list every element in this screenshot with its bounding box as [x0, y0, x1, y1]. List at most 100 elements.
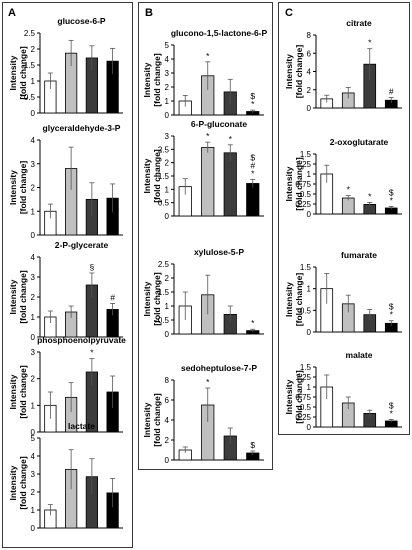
y-tick-label: 4: [31, 452, 36, 461]
y-tick-label: 0: [31, 333, 36, 342]
y-axis-label: [fold change]: [152, 272, 162, 326]
y-tick-label: 6: [165, 396, 170, 405]
significance-marker: #: [389, 87, 394, 97]
y-tick-label: 2: [31, 45, 36, 54]
y-tick-label: 2: [165, 436, 170, 445]
y-axis-label: Intensity: [8, 55, 18, 90]
y-tick-label: 1: [307, 285, 312, 294]
chart-title: phosphoenolpyruvate: [37, 335, 126, 345]
y-tick-label: 3: [165, 69, 170, 78]
significance-marker: $: [250, 440, 255, 450]
y-tick-label: 0: [31, 428, 36, 437]
significance-marker: *: [229, 134, 233, 144]
y-tick-label: 0.5: [158, 199, 170, 208]
chart-title: sedoheptulose-7-P: [181, 363, 257, 373]
panel-letter-a: A: [8, 7, 16, 19]
y-tick-label: 1: [31, 207, 36, 216]
y-tick-label: 1: [165, 302, 170, 311]
y-tick-label: 1: [165, 185, 170, 194]
y-tick-label: 2: [31, 293, 36, 302]
significance-marker: $: [250, 91, 255, 101]
y-axis-label: Intensity: [284, 166, 294, 201]
y-tick-label: 4: [307, 68, 312, 77]
significance-marker: §: [90, 262, 95, 272]
significance-marker: *: [251, 318, 255, 328]
significance-marker: $: [250, 152, 255, 162]
y-tick-label: 0: [165, 456, 170, 465]
y-tick-label: 1: [31, 401, 36, 410]
y-axis-label: [fold change]: [294, 273, 304, 327]
y-tick-label: 4: [165, 416, 170, 425]
y-axis-label: [fold change]: [18, 161, 28, 215]
chart-title: lactate: [68, 421, 95, 431]
y-tick-label: 0: [307, 423, 312, 432]
y-tick-label: 0: [307, 210, 312, 219]
panel-letter-c: C: [285, 7, 293, 19]
significance-marker: *: [390, 310, 394, 320]
y-tick-label: 2.5: [158, 145, 170, 154]
y-axis-label: [fold change]: [18, 270, 28, 324]
y-tick-label: 0: [31, 231, 36, 240]
y-tick-label: 2: [165, 83, 170, 92]
y-tick-label: 8: [165, 376, 170, 385]
y-tick-label: 0.25: [295, 413, 311, 422]
y-tick-label: 5: [165, 41, 170, 50]
chart-title: malate: [346, 350, 373, 360]
y-tick-label: 2.5: [158, 260, 170, 269]
y-axis-label: Intensity: [284, 282, 294, 317]
y-tick-label: 3: [31, 160, 36, 169]
significance-marker: $: [389, 302, 394, 312]
bar: [246, 183, 260, 217]
y-tick-label: 0.5: [158, 316, 170, 325]
y-tick-label: 0.25: [295, 200, 311, 209]
y-axis-label: [fold change]: [18, 46, 28, 100]
significance-marker: *: [368, 191, 372, 201]
y-axis-label: [fold change]: [18, 456, 28, 510]
bar: [201, 147, 215, 217]
y-tick-label: 2: [165, 274, 170, 283]
y-axis-label: [fold change]: [152, 53, 162, 107]
significance-marker: *: [347, 185, 351, 195]
y-tick-label: 2: [165, 159, 170, 168]
y-axis-label: [fold change]: [18, 365, 28, 419]
y-axis-label: Intensity: [142, 158, 152, 193]
significance-marker: *: [206, 51, 210, 61]
y-tick-label: 1: [307, 170, 312, 179]
y-axis-label: Intensity: [8, 170, 18, 205]
y-tick-label: 0: [31, 109, 36, 118]
y-tick-label: 1: [307, 383, 312, 392]
bar: [223, 152, 237, 217]
chart-title: glucose-6-P: [57, 16, 106, 26]
y-axis-label: Intensity: [8, 374, 18, 409]
y-axis-label: [fold change]: [294, 157, 304, 211]
significance-marker: *: [390, 195, 394, 205]
y-tick-label: 0: [165, 330, 170, 339]
significance-marker: $: [389, 400, 394, 410]
y-tick-label: 4: [31, 136, 36, 145]
y-axis-label: Intensity: [142, 62, 152, 97]
y-tick-label: 1.5: [300, 150, 312, 159]
y-tick-label: 1.5: [24, 61, 36, 70]
y-tick-label: 3: [31, 273, 36, 282]
y-tick-label: 1.5: [158, 288, 170, 297]
significance-marker: #: [250, 160, 255, 170]
y-tick-label: 1.25: [295, 160, 311, 169]
y-tick-label: 2.5: [24, 29, 36, 38]
significance-marker: *: [368, 38, 372, 48]
y-axis-label: [fold change]: [152, 149, 162, 203]
y-tick-label: 0.5: [300, 190, 312, 199]
panel-c: [278, 2, 410, 435]
y-tick-label: 4: [165, 55, 170, 64]
y-axis-label: Intensity: [8, 465, 18, 500]
significance-marker: *: [251, 168, 255, 178]
y-axis-label: Intensity: [142, 281, 152, 316]
y-tick-label: 1: [31, 313, 36, 322]
y-tick-label: 5: [31, 434, 36, 443]
chart-title: 2-oxoglutarate: [330, 137, 389, 147]
y-tick-label: 1: [31, 77, 36, 86]
chart-title: 2-P-glycerate: [55, 240, 109, 250]
significance-marker: *: [251, 99, 255, 109]
y-tick-label: 1.5: [300, 363, 312, 372]
y-tick-label: 3: [165, 132, 170, 141]
